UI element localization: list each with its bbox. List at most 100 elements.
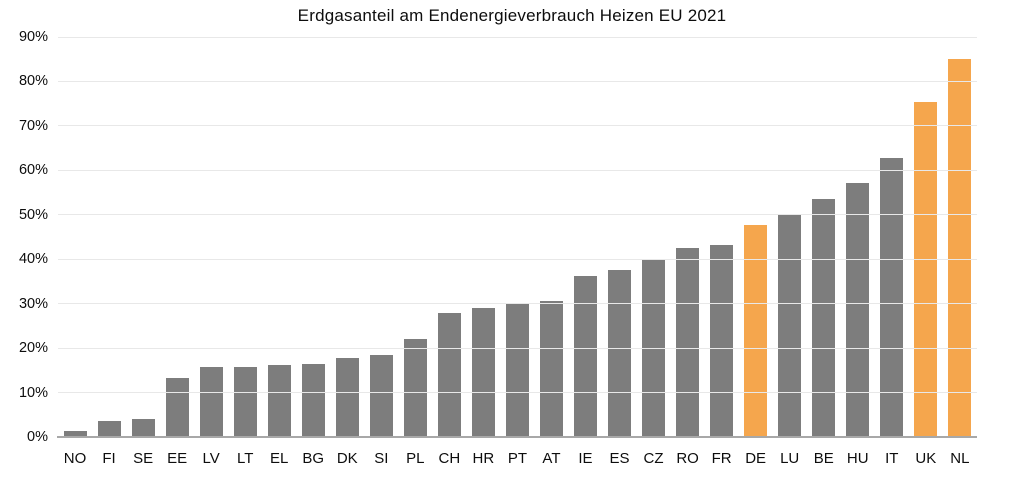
x-tick-label-lu: LU	[780, 450, 800, 467]
x-tick-label-el: EL	[270, 450, 289, 467]
bar-ch	[437, 312, 461, 437]
x-tick-label-se: SE	[133, 450, 154, 467]
bar-si	[369, 354, 393, 437]
bar-lv	[199, 366, 223, 437]
bar-fi	[97, 421, 121, 437]
bar-slot-fr	[705, 37, 739, 437]
y-tick-label-50pct: 50%	[18, 206, 48, 223]
bar-slot-hu	[841, 37, 875, 437]
x-tick-label-hr: HR	[472, 450, 495, 467]
x-tick-label-pt: PT	[507, 450, 527, 467]
bar-pl	[403, 339, 427, 437]
x-axis-line	[57, 436, 977, 438]
x-tick-label-be: BE	[813, 450, 834, 467]
bar-slot-nl	[943, 37, 977, 437]
bar-es	[608, 270, 632, 437]
x-tick-label-bg: BG	[302, 450, 325, 467]
bar-el	[267, 365, 291, 437]
bar-slot-el	[262, 37, 296, 437]
bar-be	[812, 199, 836, 437]
x-tick-label-de: DE	[745, 450, 767, 467]
bar-at	[539, 300, 563, 437]
bar-slot-ro	[671, 37, 705, 437]
bar-slot-lu	[773, 37, 807, 437]
y-tick-label-40pct: 40%	[18, 251, 48, 268]
gridline-50pct	[58, 214, 977, 216]
bar-slot-ee	[160, 37, 194, 437]
bar-slot-cz	[637, 37, 671, 437]
bar-it	[880, 158, 904, 437]
bar-slot-be	[807, 37, 841, 437]
x-tick-label-ie: IE	[578, 450, 593, 467]
gridline-10pct	[58, 392, 977, 394]
bar-uk	[914, 102, 938, 437]
bar-se	[131, 419, 155, 437]
x-tick-label-no: NO	[63, 450, 87, 467]
gridline-80pct	[58, 80, 977, 82]
chart-title: Erdgasanteil am Endenergieverbrauch Heiz…	[297, 6, 727, 25]
x-tick-label-it: IT	[885, 450, 899, 467]
bar-slot-dk	[330, 37, 364, 437]
plot-area	[57, 36, 977, 438]
bar-slot-si	[364, 37, 398, 437]
x-tick-label-lv: LV	[202, 450, 220, 467]
x-tick-label-cz: CZ	[643, 450, 664, 467]
bar-slot-uk	[909, 37, 943, 437]
bar-slot-no	[58, 37, 92, 437]
bar-slot-hr	[466, 37, 500, 437]
x-tick-label-at: AT	[542, 450, 561, 467]
bar-slot-fi	[92, 37, 126, 437]
bar-slot-pt	[500, 37, 534, 437]
bar-slot-lt	[228, 37, 262, 437]
gridline-70pct	[58, 125, 977, 127]
y-tick-label-90pct: 90%	[18, 29, 48, 45]
x-axis: NO FI SE EE LV LT EL BG DK SI PL CH HR PT AT IE ES CZ RO FR…	[58, 450, 977, 468]
x-tick-label-lt: LT	[236, 450, 254, 467]
bar-slot-lv	[194, 37, 228, 437]
bar-de	[744, 225, 768, 437]
bar-slot-se	[126, 37, 160, 437]
x-tick-label-ro: RO	[676, 450, 699, 467]
x-tick-label-si: SI	[374, 450, 389, 467]
gridline-20pct	[58, 347, 977, 349]
bar-no	[63, 430, 87, 437]
bar-hu	[846, 182, 870, 437]
y-tick-label-0pct: 0%	[27, 429, 48, 445]
x-tick-label-es: ES	[609, 450, 630, 467]
bars-row	[58, 37, 977, 437]
x-tick-label-nl: NL	[950, 450, 970, 467]
bar-bg	[301, 364, 325, 437]
y-tick-label-20pct: 20%	[18, 340, 48, 357]
y-tick-label-70pct: 70%	[18, 117, 48, 134]
y-tick-label-80pct: 80%	[18, 73, 48, 90]
bar-ie	[573, 275, 597, 437]
bar-slot-ch	[432, 37, 466, 437]
x-tick-label-ch: CH	[438, 450, 461, 467]
bar-slot-pl	[398, 37, 432, 437]
x-tick-label-fi: FI	[102, 450, 116, 467]
bar-hr	[471, 308, 495, 437]
y-tick-label-10pct: 10%	[18, 384, 48, 401]
gridline-60pct	[58, 169, 977, 171]
bar-nl	[948, 59, 972, 437]
bar-slot-es	[603, 37, 637, 437]
bar-slot-de	[739, 37, 773, 437]
gridline-40pct	[58, 258, 977, 260]
gridline-90pct	[58, 36, 977, 38]
y-tick-label-60pct: 60%	[18, 162, 48, 179]
x-tick-label-pl: PL	[406, 450, 425, 467]
x-tick-label-hu: HU	[846, 450, 869, 467]
bar-slot-ie	[568, 37, 602, 437]
gridline-30pct	[58, 303, 977, 305]
bar-dk	[335, 358, 359, 437]
bar-ee	[165, 377, 189, 437]
bar-pt	[505, 303, 529, 437]
bar-fr	[710, 245, 734, 437]
bar-lt	[233, 366, 257, 437]
bar-slot-bg	[296, 37, 330, 437]
bar-slot-at	[534, 37, 568, 437]
bar-lu	[778, 213, 802, 437]
y-tick-label-30pct: 30%	[18, 295, 48, 312]
x-tick-label-ee: EE	[167, 450, 188, 467]
bar-ro	[676, 248, 700, 437]
